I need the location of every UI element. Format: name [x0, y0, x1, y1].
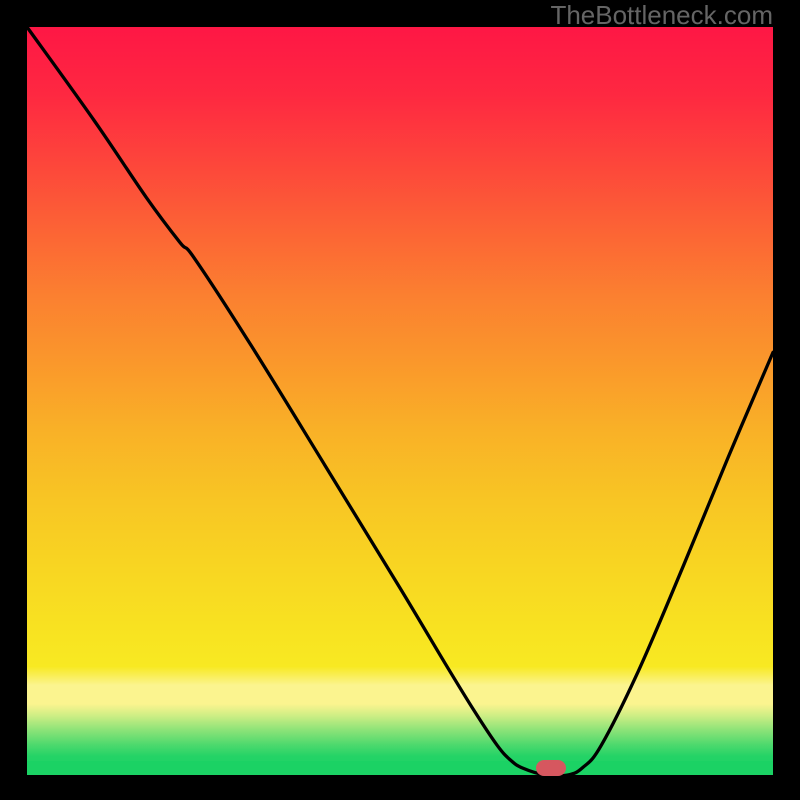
optimum-marker	[536, 760, 566, 776]
marker-pill-icon	[536, 760, 566, 776]
plot-area	[27, 27, 773, 775]
bottleneck-curve	[27, 27, 773, 775]
curve-path	[27, 27, 773, 776]
chart-frame: TheBottleneck.com	[0, 0, 800, 800]
watermark-text: TheBottleneck.com	[550, 0, 773, 31]
marker-rect	[536, 760, 566, 776]
